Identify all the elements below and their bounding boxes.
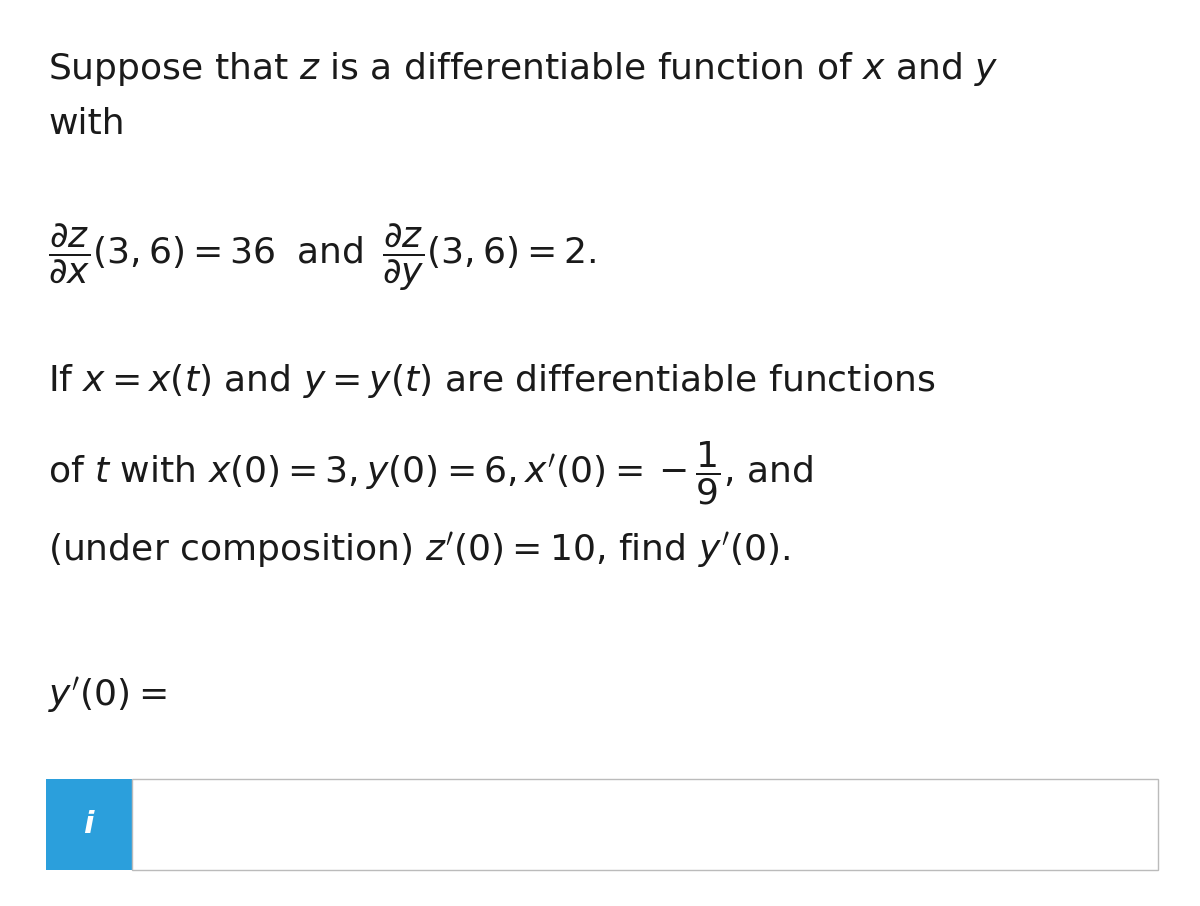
FancyBboxPatch shape — [132, 779, 1158, 870]
Text: with: with — [48, 107, 125, 141]
Text: of $t$ with $x(0) = 3, y(0) = 6, x'(0) = -\dfrac{1}{9}$, and: of $t$ with $x(0) = 3, y(0) = 6, x'(0) =… — [48, 439, 812, 506]
Text: Suppose that $z$ is a differentiable function of $x$ and $y$: Suppose that $z$ is a differentiable fun… — [48, 50, 998, 88]
Text: If $x = x(t)$ and $y = y(t)$ are differentiable functions: If $x = x(t)$ and $y = y(t)$ are differe… — [48, 362, 935, 400]
Text: $\dfrac{\partial z}{\partial x}(3, 6) = 36\;$ and $\,\dfrac{\partial z}{\partial: $\dfrac{\partial z}{\partial x}(3, 6) = … — [48, 222, 596, 294]
Text: $y'(0) =$: $y'(0) =$ — [48, 675, 167, 715]
Text: i: i — [84, 810, 94, 839]
FancyBboxPatch shape — [46, 779, 132, 870]
Text: (under composition) $z'(0) = 10$, find $y'(0)$.: (under composition) $z'(0) = 10$, find $… — [48, 530, 790, 570]
